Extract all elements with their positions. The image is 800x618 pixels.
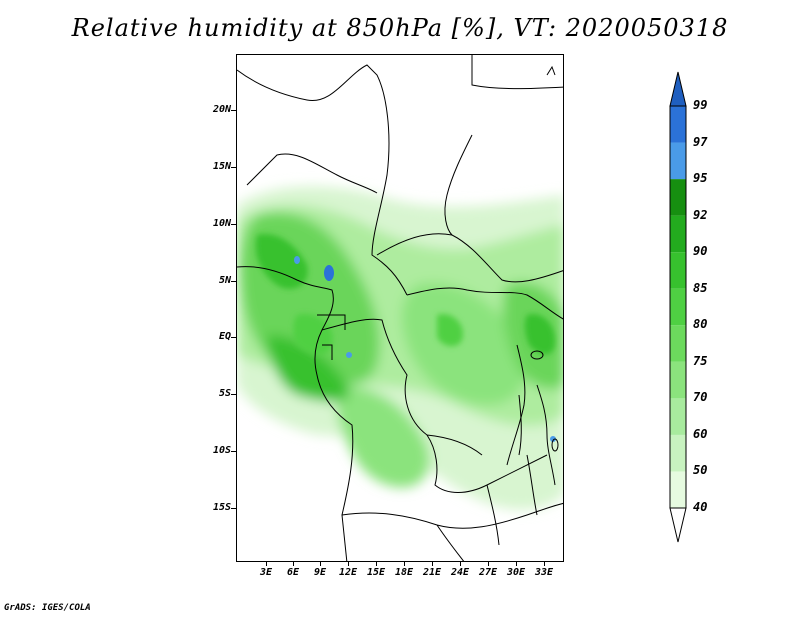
lon-tick (320, 562, 321, 566)
colorbar-label: 95 (693, 171, 708, 186)
colorbar-label: 50 (693, 463, 708, 478)
lon-label-21e: 21E (422, 567, 442, 578)
lat-tick (231, 337, 236, 338)
colorbar-bin (670, 106, 686, 143)
lakes (518, 350, 559, 516)
lon-label-24e: 24E (450, 567, 470, 578)
colorbar-bin (670, 471, 686, 508)
grads-credit: GrADS: IGES/COLA (4, 603, 91, 613)
colorbar-label: 40 (693, 500, 708, 514)
colorbar-label: 99 (693, 98, 708, 112)
lat-label-eq: EQ (218, 331, 231, 342)
lon-label-27e: 27E (478, 567, 498, 578)
colorbar-bin (670, 398, 686, 435)
lon-label-6e: 6E (286, 567, 300, 578)
colorbar-bin (670, 179, 686, 216)
lat-tick (231, 508, 236, 509)
humidity-core (255, 234, 556, 355)
colorbar-bin (670, 434, 686, 472)
colorbar-top-arrow (669, 71, 687, 107)
map-title: Relative humidity at 850hPa [%], VT: 202… (71, 14, 729, 42)
lon-label-9e: 9E (313, 567, 327, 578)
lon-label-30e: 30E (506, 567, 526, 578)
colorbar-bin (670, 252, 686, 289)
lat-label-20n: 20N (212, 104, 231, 115)
humidity-map (237, 55, 563, 561)
colorbar (669, 71, 687, 543)
lat-tick (231, 281, 236, 282)
lat-label-15s: 15S (212, 502, 231, 513)
colorbar-bin (670, 361, 686, 399)
colorbar-bin (670, 325, 686, 362)
colorbar-label: 92 (693, 207, 708, 222)
lon-label-18e: 18E (394, 567, 414, 578)
colorbar-bin (670, 288, 686, 326)
colorbar-label: 85 (693, 280, 708, 295)
lon-tick (376, 562, 377, 566)
lat-label-10n: 10N (212, 218, 231, 229)
colorbar-bin (670, 142, 686, 180)
colorbar-bin (670, 215, 686, 253)
lat-tick (231, 394, 236, 395)
colorbar-outline (669, 105, 687, 509)
lat-label-15n: 15N (212, 161, 231, 172)
saturation-spots (294, 256, 556, 442)
colorbar-label: 70 (693, 390, 708, 405)
lat-tick (231, 224, 236, 225)
lon-tick (293, 562, 294, 566)
lon-tick (266, 562, 267, 566)
colorbar-label: 97 (693, 134, 708, 149)
colorbar-label: 75 (693, 353, 708, 368)
colorbar-label: 60 (693, 426, 708, 441)
lon-tick (516, 562, 517, 566)
country-borders (237, 55, 563, 561)
lat-label-5n: 5N (218, 275, 231, 286)
map-panel (236, 54, 564, 562)
lon-label-3e: 3E (259, 567, 273, 578)
colorbar-label: 90 (693, 244, 708, 259)
lon-label-15e: 15E (366, 567, 386, 578)
lat-tick (231, 451, 236, 452)
lon-tick (432, 562, 433, 566)
lon-tick (348, 562, 349, 566)
lat-label-10s: 10S (212, 445, 231, 456)
lon-label-12e: 12E (338, 567, 358, 578)
colorbar-label: 80 (693, 317, 708, 332)
lat-label-5s: 5S (218, 388, 231, 399)
lon-tick (488, 562, 489, 566)
lat-tick (231, 110, 236, 111)
lat-tick (231, 167, 236, 168)
lon-tick (544, 562, 545, 566)
lon-tick (404, 562, 405, 566)
humidity-field (237, 186, 563, 510)
colorbar-bottom-arrow (669, 507, 687, 543)
lon-tick (460, 562, 461, 566)
lon-label-33e: 33E (534, 567, 554, 578)
